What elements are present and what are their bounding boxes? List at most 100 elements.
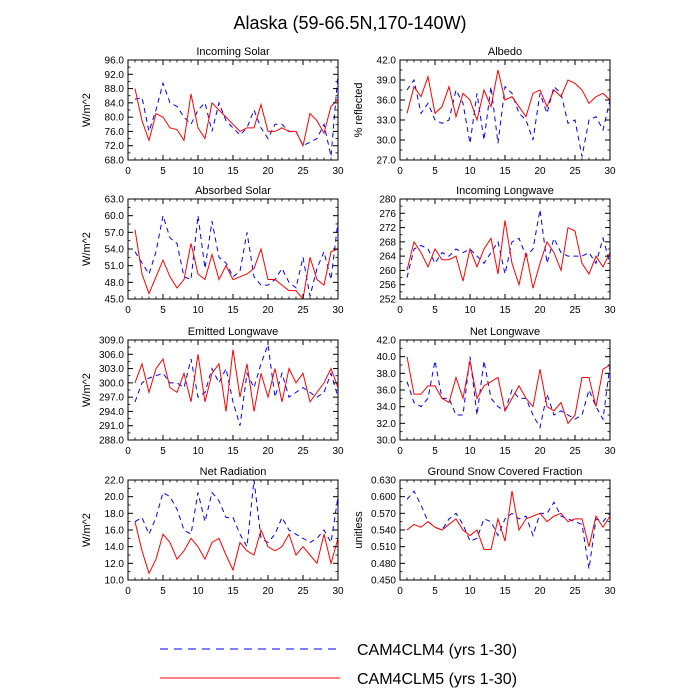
y-tick-label: 252 — [379, 295, 396, 306]
y-tick-label: 57.0 — [105, 228, 125, 239]
panel-frame-emitted-longwave — [127, 339, 339, 441]
y-tick-label: 0.600 — [371, 492, 396, 503]
panel-ylabel-albedo: % reflected — [353, 82, 365, 137]
x-tick-label: 10 — [464, 166, 476, 177]
y-tick-label: 32.0 — [377, 419, 397, 430]
y-tick-label: 0.450 — [371, 576, 396, 587]
y-tick-label: 303.0 — [99, 364, 124, 375]
x-tick-label: 15 — [499, 166, 511, 177]
y-tick-label: 276 — [379, 209, 396, 220]
series-line-cam4clm4 — [406, 209, 610, 278]
y-tick-label: 18.0 — [105, 509, 125, 520]
y-tick-label: 280 — [379, 195, 396, 206]
series-line-cam4clm4 — [134, 215, 338, 297]
y-tick-label: 80.0 — [105, 113, 125, 124]
y-tick-label: 272 — [379, 223, 396, 234]
x-tick-label: 30 — [332, 166, 344, 177]
x-tick-label: 25 — [297, 446, 309, 457]
y-tick-label: 63.0 — [105, 195, 125, 206]
x-tick-label: 20 — [534, 166, 546, 177]
y-tick-label: 306.0 — [99, 350, 124, 361]
x-tick-label: 10 — [192, 305, 204, 316]
series-line-cam4clm4 — [134, 74, 338, 157]
x-tick-label: 5 — [432, 446, 438, 457]
x-tick-label: 10 — [464, 446, 476, 457]
x-tick-label: 5 — [160, 586, 166, 597]
y-tick-label: 92.0 — [105, 70, 125, 81]
y-tick-label: 288.0 — [99, 436, 124, 447]
x-tick-label: 0 — [125, 166, 131, 177]
y-tick-label: 260 — [379, 266, 396, 277]
y-tick-label: 33.0 — [377, 116, 397, 127]
panel-title-emitted-longwave: Emitted Longwave — [188, 326, 279, 338]
x-tick-label: 25 — [297, 166, 309, 177]
panel-title-albedo: Albedo — [488, 46, 522, 58]
x-tick-label: 0 — [397, 586, 403, 597]
y-tick-label: 60.0 — [105, 211, 125, 222]
y-tick-label: 84.0 — [105, 98, 125, 109]
panel-net-radiation: Net Radiation W/m^2 0 5 10 15 20 25 30 10.0 12.0 14… — [81, 466, 344, 597]
y-tick-label: 20.0 — [105, 492, 125, 503]
series-line-cam4clm5 — [406, 220, 610, 289]
series-line-cam4clm4 — [406, 356, 610, 429]
x-tick-label: 5 — [432, 305, 438, 316]
series-line-cam4clm5 — [134, 521, 338, 575]
series-line-cam4clm4 — [134, 480, 338, 549]
panel-ylabel-emitted-longwave: W/m^2 — [81, 373, 93, 407]
x-tick-label: 20 — [534, 305, 546, 316]
x-tick-label: 20 — [534, 586, 546, 597]
x-tick-label: 25 — [569, 166, 581, 177]
y-tick-label: 42.0 — [377, 336, 397, 347]
legend-label-cam4clm4: CAM4CLM4 (yrs 1-30) — [357, 642, 517, 659]
panel-incoming-solar: Incoming Solar W/m^2 0 5 10 15 20 25 30 68.0 72.0 7… — [81, 46, 344, 177]
series-line-cam4clm5 — [134, 88, 338, 148]
x-tick-label: 5 — [160, 305, 166, 316]
x-tick-label: 25 — [569, 586, 581, 597]
x-tick-label: 30 — [604, 166, 616, 177]
x-tick-label: 20 — [262, 166, 274, 177]
y-tick-label: 36.0 — [377, 386, 397, 397]
y-tick-label: 0.570 — [371, 509, 396, 520]
x-tick-label: 30 — [332, 446, 344, 457]
x-tick-label: 10 — [192, 446, 204, 457]
y-tick-label: 10.0 — [105, 576, 125, 587]
y-tick-label: 39.0 — [377, 76, 397, 87]
y-tick-label: 34.0 — [377, 402, 397, 413]
x-tick-label: 0 — [125, 446, 131, 457]
panel-net-longwave: Net Longwave 0 5 10 15 20 25 30 30.0 32.0 34.0 36.0… — [377, 326, 616, 457]
x-tick-label: 25 — [297, 305, 309, 316]
y-tick-label: 0.540 — [371, 526, 396, 537]
panel-ylabel-absorbed-solar: W/m^2 — [81, 232, 93, 266]
x-tick-label: 5 — [160, 166, 166, 177]
x-tick-label: 30 — [604, 446, 616, 457]
y-tick-label: 36.0 — [377, 96, 397, 107]
panel-title-net-radiation: Net Radiation — [200, 466, 267, 478]
y-tick-label: 42.0 — [377, 56, 397, 67]
panel-title-net-longwave: Net Longwave — [470, 326, 540, 338]
x-tick-label: 0 — [125, 586, 131, 597]
x-tick-label: 30 — [332, 305, 344, 316]
legend-label-cam4clm5: CAM4CLM5 (yrs 1-30) — [357, 671, 517, 688]
series-line-cam4clm5 — [134, 349, 338, 412]
y-tick-label: 291.0 — [99, 421, 124, 432]
x-tick-label: 10 — [464, 305, 476, 316]
y-tick-label: 22.0 — [105, 476, 125, 487]
y-tick-label: 268 — [379, 237, 396, 248]
y-tick-label: 76.0 — [105, 127, 125, 138]
x-tick-label: 25 — [297, 586, 309, 597]
panel-ylabel-net-radiation: W/m^2 — [81, 513, 93, 547]
y-tick-label: 264 — [379, 252, 396, 263]
y-tick-label: 38.0 — [377, 369, 397, 380]
y-tick-label: 88.0 — [105, 84, 125, 95]
panel-frame-ground-snow-covered-fraction — [399, 479, 611, 581]
x-tick-label: 0 — [397, 305, 403, 316]
panels-container: Incoming Solar W/m^2 0 5 10 15 20 25 30 68.0 72.0 7… — [81, 46, 616, 597]
y-tick-label: 0.480 — [371, 559, 396, 570]
x-tick-label: 5 — [432, 586, 438, 597]
y-tick-label: 51.0 — [105, 261, 125, 272]
y-tick-label: 16.0 — [105, 526, 125, 537]
y-tick-label: 68.0 — [105, 156, 125, 167]
panel-absorbed-solar: Absorbed Solar W/m^2 0 5 10 15 20 25 30 45.0 48.0 5… — [81, 185, 344, 316]
x-tick-label: 20 — [262, 446, 274, 457]
